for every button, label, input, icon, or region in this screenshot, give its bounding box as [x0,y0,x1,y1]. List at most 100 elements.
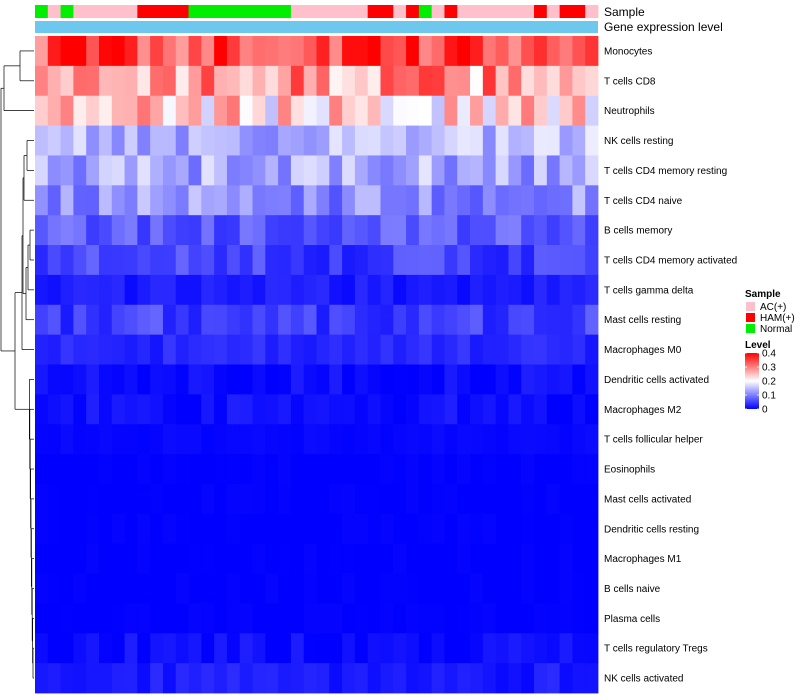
heatmap-cell [214,36,228,67]
heatmap-cell [585,394,599,425]
heatmap-cell [470,483,484,515]
heatmap-cell [98,573,113,604]
heatmap-cell [534,215,548,246]
sample-annotation-cell [380,5,394,18]
heatmap-cell [329,274,343,306]
heatmap-cell [354,394,369,425]
heatmap-cell [418,334,433,365]
heatmap-cell [214,334,228,365]
heatmap-cell [534,334,548,365]
heatmap-cell [252,513,266,545]
sample-annotation-cell [162,5,177,18]
heatmap-cell [393,245,407,276]
heatmap-cell [252,454,266,485]
heatmap-cell [585,155,599,186]
heatmap-cell [226,663,241,694]
heatmap-cell [316,245,330,276]
heatmap-cell [393,394,407,425]
heatmap-cell [124,185,138,216]
heatmap-cell [278,513,292,545]
heatmap-cell [329,364,343,395]
heatmap-cell [252,185,266,216]
heatmap-cell [521,633,535,664]
heatmap-cell [124,424,138,455]
heatmap-cell [188,424,202,455]
heatmap-cell [418,483,433,515]
heatmap-cell [457,215,471,246]
heatmap-cell [418,274,433,306]
heatmap-cell [278,603,292,634]
heatmap-cell [226,125,241,156]
heatmap-cell [316,334,330,365]
heatmap-cell [521,304,535,336]
row-label: Dendritic cells resting [604,524,699,535]
heatmap-cell [559,65,573,97]
heatmap-cell [559,364,573,395]
heatmap-cell [35,95,49,126]
heatmap-cell [60,424,74,455]
heatmap-cell [521,95,535,126]
heatmap-cell [572,185,586,216]
heatmap-cell [457,125,471,156]
heatmap-cell [534,36,548,67]
heatmap-cell [367,185,381,216]
heatmap-cell [534,65,548,97]
heatmap-cell [226,394,241,425]
heatmap-cell [175,185,189,216]
heatmap-cell [124,394,138,425]
heatmap-cell [201,603,215,634]
heatmap-cell [201,274,215,306]
heatmap-cell [137,155,151,186]
heatmap-cell [162,364,177,395]
heatmap-cell [137,633,151,664]
heatmap-cell [508,394,522,425]
heatmap-cell [457,454,471,485]
heatmap-cell [60,543,74,574]
heatmap-cell [201,304,215,336]
level-colorbar [745,353,759,409]
heatmap-cell [111,274,125,306]
heatmap-cell [457,65,471,97]
heatmap-cell [214,155,228,186]
heatmap-cell [111,483,125,515]
heatmap-cell [367,125,381,156]
heatmap-cell [316,125,330,156]
heatmap-cell [214,513,228,545]
heatmap-cell [431,274,445,306]
heatmap-cell [239,513,253,545]
heatmap-cell [265,274,279,306]
heatmap-cell [111,334,125,365]
heatmap-cell [482,304,497,336]
heatmap-cell [35,36,49,67]
heatmap-cell [482,424,497,455]
heatmap-cell [431,394,445,425]
heatmap-cell [226,215,241,246]
heatmap-cell [559,215,573,246]
heatmap-cell [393,454,407,485]
heatmap-cell [175,95,189,126]
heatmap-cell [495,633,509,664]
heatmap-cell [35,543,49,574]
heatmap-cell [98,513,113,545]
heatmap-cell [86,274,100,306]
heatmap-cell [470,394,484,425]
heatmap-cell [175,245,189,276]
heatmap-cell [47,185,61,216]
heatmap-cell [546,125,561,156]
track-label-sample: Sample [604,5,645,19]
heatmap-cell [534,573,548,604]
heatmap-cell [585,603,599,634]
heatmap-cell [265,513,279,545]
heatmap-cell [47,65,61,97]
heatmap-cell [290,36,305,67]
heatmap-cell [393,36,407,67]
heatmap-cell [86,633,100,664]
heatmap-cell [559,95,573,126]
heatmap-cell [470,424,484,455]
heatmap-cell [559,543,573,574]
heatmap-cell [47,633,61,664]
heatmap-cell [86,95,100,126]
heatmap-cell [278,36,292,67]
heatmap-cell [418,185,433,216]
sample-annotation-cell [546,5,561,18]
